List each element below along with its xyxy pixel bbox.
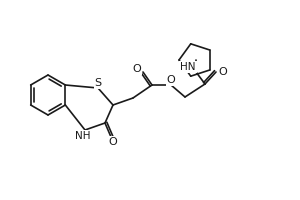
Text: O: O bbox=[167, 75, 176, 85]
Text: HN: HN bbox=[180, 62, 196, 72]
Text: O: O bbox=[109, 137, 117, 147]
Text: O: O bbox=[219, 67, 227, 77]
Text: O: O bbox=[133, 64, 141, 74]
Text: S: S bbox=[94, 78, 102, 88]
Text: NH: NH bbox=[75, 131, 91, 141]
